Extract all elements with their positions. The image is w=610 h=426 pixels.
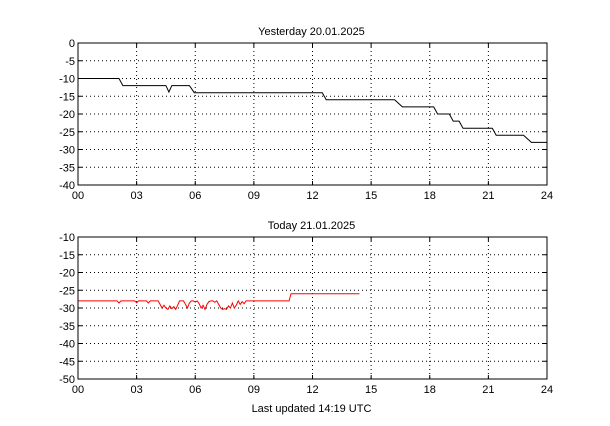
today-xtick-label: 00: [72, 384, 84, 396]
yesterday-xtick-label: 03: [131, 190, 143, 202]
today-xtick-label: 24: [541, 384, 553, 396]
today-series: [78, 293, 360, 311]
yesterday-chart-title: Yesterday 20.01.2025: [258, 26, 365, 38]
today-ytick-label: -45: [59, 356, 75, 368]
today-series-line: [78, 293, 360, 311]
today-ticks: 00 03 06 09 12 15 18 21 24 -10 -15 -20 -25 -30 -35 -40 -…: [59, 232, 553, 396]
yesterday-ytick-label: -35: [59, 162, 75, 174]
yesterday-ytick-label: -5: [65, 56, 75, 68]
today-ytick-label: -25: [59, 285, 75, 297]
yesterday-xtick-label: 15: [365, 190, 377, 202]
yesterday-xtick-label: 21: [482, 190, 494, 202]
today-ytick-label: -40: [59, 339, 75, 351]
yesterday-series-line: [78, 78, 547, 143]
today-xtick-label: 06: [189, 384, 201, 396]
yesterday-xtick-label: 06: [189, 190, 201, 202]
yesterday-xtick-label: 12: [306, 190, 318, 202]
today-ytick-label: -50: [59, 374, 75, 386]
yesterday-ytick-label: -25: [59, 127, 75, 139]
yesterday-ytick-label: 0: [69, 38, 75, 50]
yesterday-ticks: 00 03 06 09 12 15 18 21 24 0 -5 -10 -15 -20 -25 -30 -35 -…: [59, 38, 553, 202]
yesterday-ytick-label: -20: [59, 109, 75, 121]
yesterday-xtick-label: 24: [541, 190, 553, 202]
today-xtick-label: 18: [424, 384, 436, 396]
today-ytick-label: -35: [59, 321, 75, 333]
yesterday-ytick-label: -10: [59, 74, 75, 86]
yesterday-ytick-label: -15: [59, 91, 75, 103]
yesterday-chart: Yesterday 20.01.2025 00 03 06 09 12 15 18 21 240…: [59, 26, 553, 202]
today-xtick-label: 21: [482, 384, 494, 396]
yesterday-xtick-label: 18: [424, 190, 436, 202]
today-xtick-label: 12: [306, 384, 318, 396]
today-xtick-label: 03: [131, 384, 143, 396]
last-updated-label: Last updated 14:19 UTC: [252, 403, 372, 415]
yesterday-xtick-label: 00: [72, 190, 84, 202]
today-ytick-label: -15: [59, 250, 75, 262]
yesterday-ytick-label: -30: [59, 145, 75, 157]
today-plot-area: [78, 237, 547, 379]
today-ytick-label: -20: [59, 268, 75, 280]
today-chart-title: Today 21.01.2025: [268, 220, 355, 232]
today-ytick-label: -10: [59, 232, 75, 244]
yesterday-plot-area: [78, 43, 547, 185]
yesterday-series: [78, 78, 547, 143]
yesterday-xtick-label: 09: [248, 190, 260, 202]
today-xtick-label: 09: [248, 384, 260, 396]
today-ytick-label: -30: [59, 303, 75, 315]
today-xtick-label: 15: [365, 384, 377, 396]
today-chart: Today 21.01.2025 00 03 06 09 12 15 18 21 24 -10 -1…: [59, 220, 553, 396]
yesterday-ytick-label: -40: [59, 180, 75, 192]
